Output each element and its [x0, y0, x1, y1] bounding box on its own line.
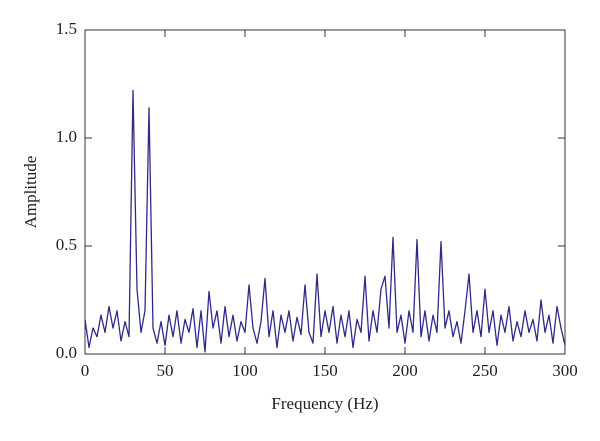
x-tick-label: 200 [392, 361, 418, 380]
x-tick-label: 300 [552, 361, 578, 380]
y-tick-label: 1.0 [56, 127, 77, 146]
x-tick-label: 150 [312, 361, 338, 380]
x-tick-label: 100 [232, 361, 258, 380]
y-tick-label: 1.5 [56, 19, 77, 38]
y-tick-label: 0.5 [56, 235, 77, 254]
x-tick-label: 50 [157, 361, 174, 380]
x-tick-label: 250 [472, 361, 498, 380]
x-axis-label: Frequency (Hz) [271, 394, 378, 413]
x-tick-label: 0 [81, 361, 90, 380]
y-axis-label: Amplitude [21, 156, 40, 229]
y-tick-label: 0.0 [56, 343, 77, 362]
line-series [84, 89, 566, 353]
plot-frame [84, 29, 566, 355]
